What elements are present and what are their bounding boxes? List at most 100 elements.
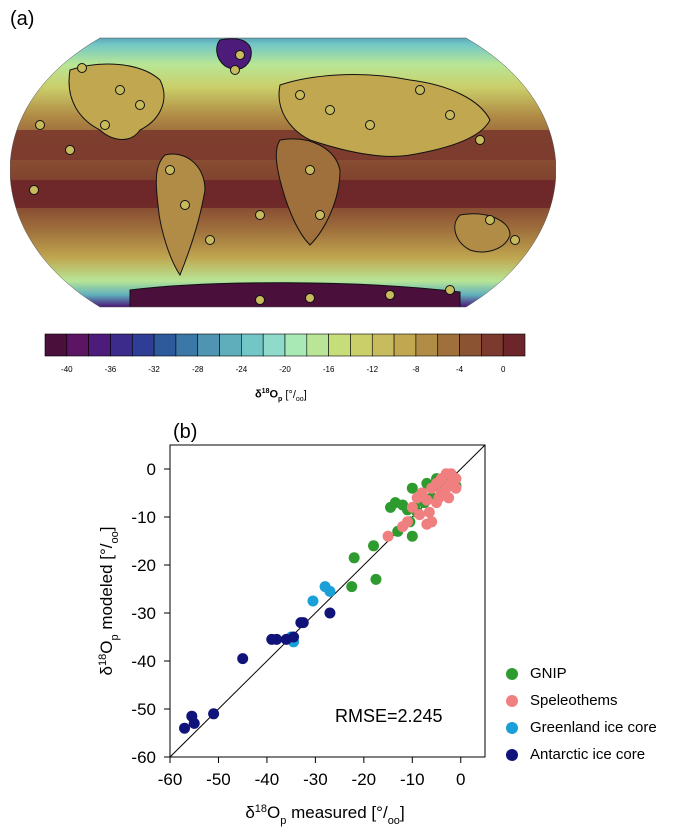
colorbar: -40 -36 -32 -28 -24 -20 -16 -12 -8 -4 0 xyxy=(44,333,526,374)
x-tick-label: -10 xyxy=(400,770,425,789)
x-tick-label: -30 xyxy=(303,770,328,789)
legend-marker xyxy=(506,721,518,734)
site-marker xyxy=(65,145,75,155)
colorbar-swatch xyxy=(88,333,111,357)
site-marker xyxy=(415,85,425,95)
data-point-gnip xyxy=(406,530,418,542)
panel-b-label: (b) xyxy=(173,421,198,443)
data-point-speleothems xyxy=(450,482,462,494)
site-marker xyxy=(510,235,520,245)
colorbar-swatch xyxy=(197,333,220,357)
colorbar-swatch xyxy=(393,333,417,357)
colorbar-swatch xyxy=(110,333,133,357)
data-point-antarctic-ice-core xyxy=(324,607,336,619)
data-point-gnip xyxy=(370,573,382,585)
colorbar-tick-label: -4 xyxy=(456,365,464,374)
site-marker xyxy=(305,293,315,303)
site-marker xyxy=(77,63,87,73)
y-tick-label: -40 xyxy=(131,652,156,671)
site-marker xyxy=(100,120,110,130)
y-axis-label: δ18Op modeled [°/oo] xyxy=(97,527,121,676)
colorbar-swatch xyxy=(306,333,329,357)
data-point-antarctic-ice-core xyxy=(271,633,283,645)
site-marker xyxy=(445,285,455,295)
colorbar-swatch xyxy=(44,333,68,357)
colorbar-tick-label: -40 xyxy=(61,365,73,374)
x-tick-label: 0 xyxy=(456,770,465,789)
colorbar-swatch xyxy=(284,333,308,357)
site-marker xyxy=(29,185,39,195)
measurement-sites xyxy=(29,50,520,305)
data-point-speleothems xyxy=(382,530,394,542)
data-point-gnip xyxy=(368,540,380,552)
data-point-antarctic-ice-core xyxy=(208,708,220,720)
colorbar-tick-label: -36 xyxy=(105,365,117,374)
site-marker xyxy=(205,235,215,245)
data-point-antarctic-ice-core xyxy=(179,722,191,734)
data-point-speleothems xyxy=(406,501,418,513)
colorbar-swatch xyxy=(371,333,395,357)
legend-label: Antarctic ice core xyxy=(530,746,646,763)
legend-item: Speleothems xyxy=(506,687,657,714)
data-point-speleothems xyxy=(414,509,426,521)
scatter-plot: -60 -50 -40 -30 -20 -10 0 -60 -50 -40 -30 -20 -10 0 R… xyxy=(97,444,486,827)
site-marker xyxy=(255,295,265,305)
data-point-gnip xyxy=(346,581,358,593)
legend-label: GNIP xyxy=(530,665,567,682)
site-marker xyxy=(115,85,125,95)
colorbar-swatch xyxy=(131,333,155,357)
legend-marker xyxy=(506,667,518,680)
colorbar-swatch xyxy=(350,333,373,357)
world-map xyxy=(10,37,556,308)
site-marker xyxy=(305,165,315,175)
colorbar-swatch xyxy=(502,333,526,357)
site-marker xyxy=(235,50,245,60)
colorbar-swatch xyxy=(241,333,264,357)
site-marker xyxy=(445,110,455,120)
site-marker xyxy=(325,105,335,115)
data-point-antarctic-ice-core xyxy=(186,710,198,722)
y-tick-label: -20 xyxy=(131,556,156,575)
colorbar-swatch xyxy=(175,333,199,357)
legend: GNIP Speleothems Greenland ice core Antarct… xyxy=(506,660,657,768)
colorbar-swatch xyxy=(459,333,482,357)
legend-marker xyxy=(506,694,518,707)
colorbar-tick-label: -20 xyxy=(279,365,291,374)
rmse-annotation: RMSE=2.245 xyxy=(335,706,443,726)
data-point-speleothems xyxy=(443,492,455,504)
colorbar-swatch xyxy=(481,333,504,357)
data-point-greenland-ice-core xyxy=(307,595,319,607)
legend-item: Antarctic ice core xyxy=(506,741,657,768)
colorbar-tick-label: -24 xyxy=(236,365,248,374)
legend-marker xyxy=(506,748,518,761)
colorbar-swatch xyxy=(437,333,460,357)
data-point-speleothems xyxy=(401,516,413,528)
plot-frame xyxy=(169,444,486,758)
data-point-speleothems xyxy=(421,494,433,506)
site-marker xyxy=(255,210,265,220)
site-marker xyxy=(365,120,375,130)
y-tick-label: 0 xyxy=(147,460,156,479)
colorbar-tick-label: -12 xyxy=(366,365,378,374)
site-marker xyxy=(230,65,240,75)
colorbar-tick-label: -32 xyxy=(148,365,160,374)
data-point-antarctic-ice-core xyxy=(237,653,249,665)
colorbar-swatch xyxy=(66,333,89,357)
x-tick-label: -40 xyxy=(255,770,280,789)
colorbar-tick-label: -16 xyxy=(323,365,335,374)
colorbar-tick-label: 0 xyxy=(501,365,506,374)
legend-item: GNIP xyxy=(506,660,657,687)
data-point-speleothems xyxy=(450,473,462,485)
site-marker xyxy=(295,90,305,100)
site-marker xyxy=(135,100,145,110)
data-point-gnip xyxy=(348,552,360,564)
x-tick-label: -60 xyxy=(158,770,183,789)
y-tick-label: -60 xyxy=(131,748,156,767)
x-tick-label: -50 xyxy=(206,770,231,789)
data-point-gnip xyxy=(389,497,401,509)
colorbar-swatch xyxy=(219,333,242,357)
legend-label: Greenland ice core xyxy=(530,719,657,736)
x-tick-label: -20 xyxy=(352,770,377,789)
data-point-speleothems xyxy=(423,506,435,518)
colorbar-label: δ18Op [°/oo] xyxy=(255,388,307,403)
